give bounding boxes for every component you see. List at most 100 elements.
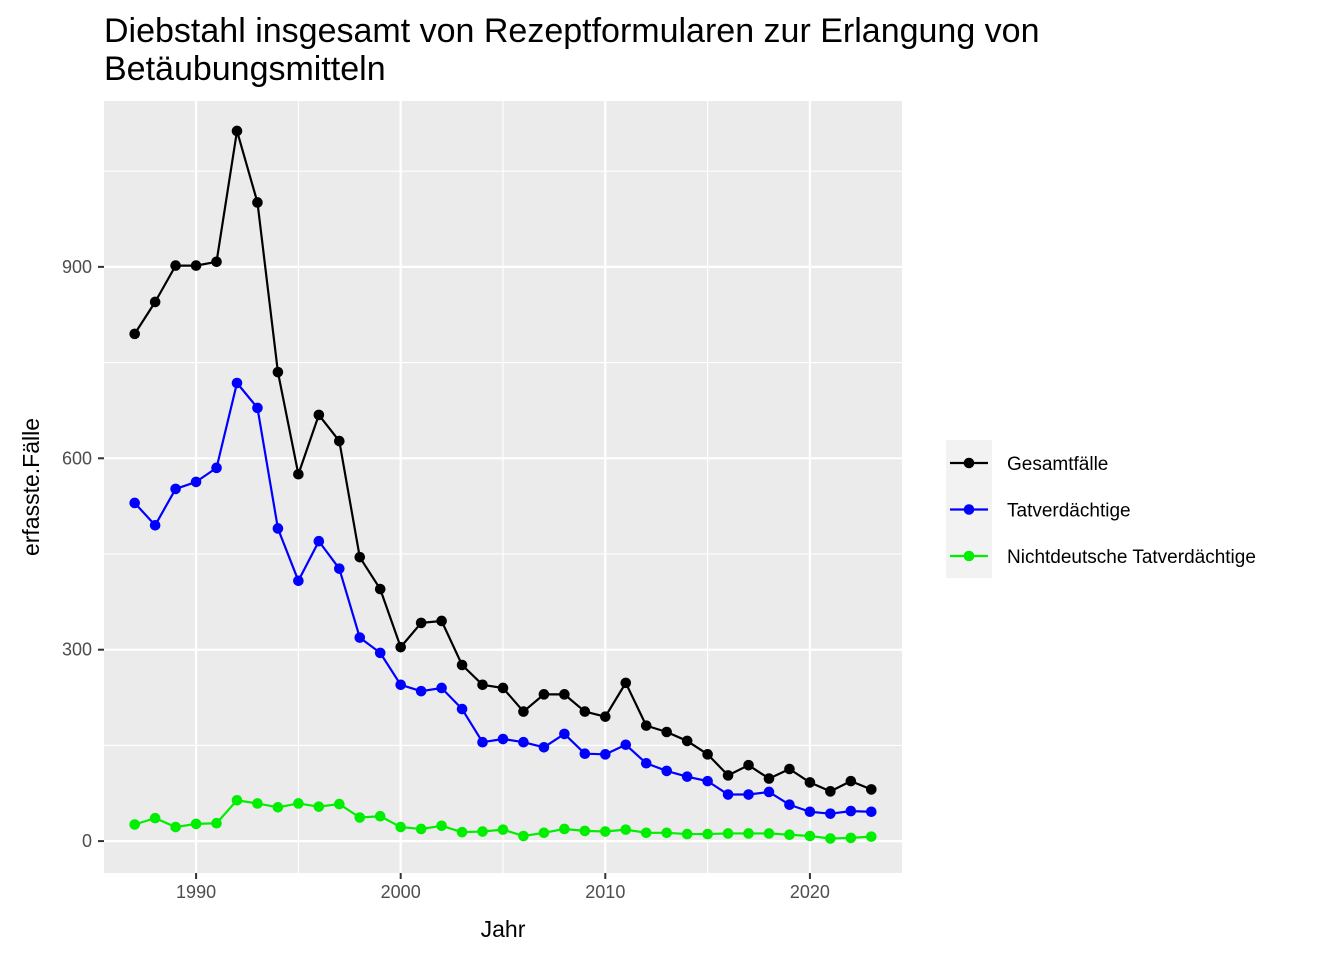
series-2 <box>129 377 877 819</box>
data-point <box>313 535 325 547</box>
data-point <box>129 497 140 509</box>
data-point <box>477 826 488 837</box>
data-point <box>149 296 161 308</box>
legend: Gesamtfälle Tatverdächtige Nichtdeutsche T… <box>946 440 1256 578</box>
data-point <box>579 748 591 759</box>
legend-label: Gesamtfälle <box>1007 454 1108 475</box>
data-point <box>354 551 366 563</box>
data-point <box>640 757 652 769</box>
y-axis-title: erfasste.Fälle <box>18 418 44 556</box>
data-point <box>763 773 775 784</box>
data-point <box>334 435 345 447</box>
data-point <box>436 820 447 832</box>
data-point <box>497 682 509 694</box>
data-point <box>272 801 284 813</box>
data-point <box>866 831 877 842</box>
data-point <box>661 827 672 839</box>
chart-title-line-1: Diebstahl insgesamt von Rezeptformularen… <box>104 12 1040 50</box>
data-point <box>845 832 857 844</box>
minor-gridlines <box>104 101 902 873</box>
data-point <box>497 824 509 835</box>
data-point <box>129 328 140 340</box>
data-point <box>722 770 734 781</box>
data-point <box>252 197 263 208</box>
data-point <box>702 749 713 760</box>
x-axis-title: Jahr <box>481 916 526 942</box>
data-point <box>866 806 877 818</box>
data-point <box>518 830 529 842</box>
data-point <box>334 798 345 810</box>
data-point <box>825 808 836 819</box>
data-point <box>190 260 202 271</box>
data-point <box>681 771 693 782</box>
data-point <box>845 775 857 787</box>
x-tick-label: 2000 <box>381 882 421 902</box>
data-point <box>600 749 611 760</box>
x-tick-label: 1990 <box>176 882 216 902</box>
data-point <box>149 812 161 824</box>
data-point <box>149 519 161 531</box>
data-point <box>231 794 243 806</box>
y-tick-label: 900 <box>62 257 92 277</box>
data-point <box>600 711 611 722</box>
data-point <box>661 765 672 777</box>
data-point <box>620 739 632 751</box>
data-point <box>415 617 427 629</box>
data-point <box>313 801 325 812</box>
data-point <box>436 682 447 694</box>
data-point <box>170 483 181 495</box>
data-point <box>538 827 550 839</box>
data-point <box>252 402 263 414</box>
data-point <box>374 647 386 659</box>
data-point <box>518 706 529 717</box>
data-point <box>559 823 570 835</box>
y-tick-label: 600 <box>62 448 92 468</box>
data-point <box>477 736 488 748</box>
data-point <box>620 677 632 689</box>
data-point <box>743 789 754 800</box>
data-point <box>231 125 243 137</box>
data-point <box>395 821 406 833</box>
data-point <box>804 806 816 818</box>
data-point <box>640 827 652 839</box>
data-point <box>334 563 345 574</box>
data-point <box>354 812 366 823</box>
data-point <box>866 784 877 795</box>
data-point <box>395 679 406 691</box>
axes-layer: 1990 2000 2010 2020 0 300 600 900 <box>62 257 830 902</box>
legend-item: Gesamtfälle <box>950 454 1108 475</box>
data-point <box>456 826 468 838</box>
data-point <box>497 733 509 745</box>
data-point <box>477 679 488 691</box>
data-point <box>293 798 304 809</box>
data-point <box>640 720 652 731</box>
y-tick-label: 0 <box>82 831 92 851</box>
data-point <box>374 810 386 822</box>
data-point <box>845 805 857 817</box>
data-point <box>559 728 570 740</box>
data-point <box>538 742 550 753</box>
data-point <box>620 824 632 835</box>
data-point <box>293 468 304 480</box>
data-point <box>722 789 734 800</box>
data-point <box>804 830 816 842</box>
data-point <box>354 632 366 643</box>
data-point <box>600 826 611 837</box>
series-layer <box>129 125 877 844</box>
data-point <box>456 703 468 715</box>
data-point <box>313 409 325 421</box>
data-point <box>763 786 775 798</box>
data-point <box>825 786 836 797</box>
x-tick-label: 2010 <box>585 882 625 902</box>
data-point <box>272 366 284 378</box>
data-point <box>170 260 181 271</box>
data-point <box>129 819 140 830</box>
chart-title-line-2: Betäubungsmitteln <box>104 50 386 88</box>
data-point <box>415 823 427 835</box>
data-point <box>190 476 202 488</box>
data-point <box>538 689 550 700</box>
legend-key-point <box>963 457 975 469</box>
data-point <box>231 377 243 389</box>
x-tick-label: 2020 <box>790 882 830 902</box>
